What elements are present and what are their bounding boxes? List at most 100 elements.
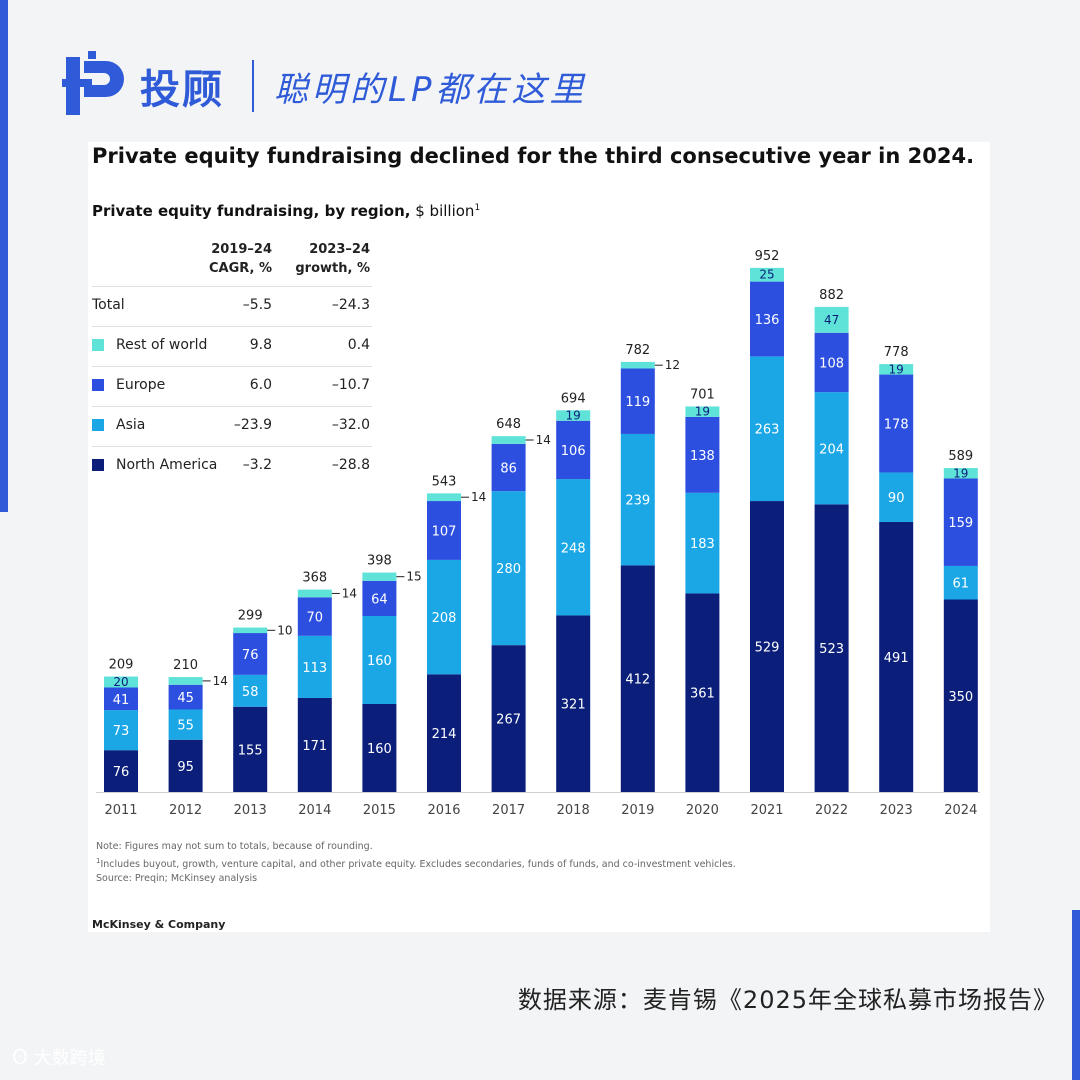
watermark-text: 大数跨境: [33, 1048, 106, 1069]
bar-total-label: 398: [367, 554, 392, 569]
bar-value-label: 73: [113, 724, 130, 739]
cagr-header: 2019–24 CAGR, %: [192, 240, 272, 278]
bar-segment: [943, 478, 978, 566]
bar-segment: [168, 684, 203, 710]
note-footnote: 1Includes buyout, growth, venture capita…: [96, 854, 736, 872]
watermark: ʘ 大数跨境: [12, 1044, 106, 1070]
bar-value-label: 239: [625, 494, 650, 509]
right-accent-bar: [1072, 910, 1080, 1080]
bar-value-label: 178: [884, 418, 909, 433]
bar-total-label: 209: [109, 658, 134, 673]
bar-segment: [620, 433, 655, 566]
bar-value-label: 14: [536, 433, 551, 447]
bar-value-label: 491: [884, 651, 909, 666]
bar-value-label: 19: [889, 362, 904, 376]
legend-swatch: [92, 339, 104, 351]
bar-value-label: 106: [561, 444, 586, 459]
bar-segment: [750, 281, 784, 357]
bar-value-label: 14: [471, 490, 486, 504]
x-tick-label: 2013: [234, 803, 267, 818]
growth-header-line2: growth, %: [295, 261, 370, 276]
bar-value-label: 214: [432, 727, 457, 742]
bar-segment: [168, 739, 203, 792]
bar-value-label: 70: [307, 611, 324, 626]
bar-segment: [556, 410, 591, 421]
bar-segment: [491, 443, 526, 492]
x-tick-label: 2024: [944, 803, 977, 818]
bar-value-label: 159: [948, 516, 973, 531]
legend-growth: 0.4: [347, 337, 370, 353]
chart-notes: Note: Figures may not sum to totals, bec…: [96, 840, 736, 886]
bar-value-label: 76: [113, 765, 130, 780]
bar-segment: [362, 580, 397, 616]
bar-value-label: 155: [238, 743, 263, 758]
bar-total-label: 543: [432, 474, 457, 489]
bar-value-label: 41: [113, 693, 130, 708]
legend-growth: –24.3: [331, 297, 370, 313]
bar-value-label: 412: [625, 673, 650, 688]
bar-segment: [104, 687, 138, 711]
bar-value-label: 76: [242, 648, 259, 663]
bar-segment: [685, 416, 720, 493]
bar-segment: [879, 521, 914, 792]
bar-segment: [750, 501, 784, 792]
bar-segment: [943, 565, 978, 600]
bar-segment: [297, 589, 332, 598]
legend-row-total: Total –5.5 –24.3: [92, 286, 372, 327]
legend-swatch: [92, 379, 104, 391]
x-tick-label: 2020: [686, 803, 719, 818]
bar-segment: [620, 361, 655, 369]
bar-value-label: 160: [367, 742, 392, 757]
note-rounding: Note: Figures may not sum to totals, bec…: [96, 841, 373, 852]
legend-row-north-america: North America –3.2 –28.8: [92, 446, 372, 487]
bar-total-label: 778: [884, 345, 909, 360]
bar-value-label: 64: [371, 592, 388, 607]
bar-value-label: 267: [496, 713, 521, 728]
bar-value-label: 119: [625, 395, 650, 410]
legend-cagr: –23.9: [233, 417, 272, 433]
bar-segment: [491, 645, 526, 792]
bar-segment: [427, 501, 461, 560]
bar-segment: [297, 597, 332, 636]
legend-swatch: [92, 419, 104, 431]
bar-segment: [879, 472, 914, 522]
bar-segment: [104, 750, 138, 792]
bar-segment: [943, 468, 978, 479]
bar-value-label: 321: [561, 698, 586, 713]
legend-swatch: [92, 459, 104, 471]
bar-segment: [814, 504, 849, 792]
bar-total-label: 299: [238, 609, 263, 624]
bar-value-label: 58: [242, 685, 259, 700]
x-tick-label: 2021: [750, 803, 783, 818]
chart-title: Private equity fundraising declined for …: [92, 144, 975, 168]
header: 投顾 聪明的LP都在这里: [62, 46, 587, 126]
bar-segment: [556, 479, 591, 616]
bar-value-label: 86: [500, 462, 517, 477]
legend-label: North America: [116, 457, 218, 473]
bar-segment: [491, 436, 526, 444]
bar-value-label: 90: [888, 491, 905, 506]
bar-value-label: 208: [432, 611, 457, 626]
x-tick-label: 2017: [492, 803, 525, 818]
x-tick-label: 2015: [363, 803, 396, 818]
legend-cagr: –3.2: [242, 457, 272, 473]
bar-total-label: 648: [496, 417, 521, 432]
bar-value-label: 171: [302, 739, 327, 754]
bar-value-label: 10: [277, 623, 292, 637]
bar-segment: [233, 706, 268, 792]
bar-value-label: 15: [406, 570, 421, 584]
bar-segment: [620, 368, 655, 434]
bar-value-label: 529: [755, 641, 780, 656]
brand-slogan: 聪明的LP都在这里: [274, 69, 588, 110]
legend-growth: –32.0: [331, 417, 370, 433]
bar-value-label: 113: [302, 661, 327, 676]
header-divider: [252, 60, 254, 112]
bar-segment: [362, 704, 397, 792]
x-tick-label: 2014: [298, 803, 331, 818]
x-tick-label: 2012: [169, 803, 202, 818]
bar-total-label: 694: [561, 391, 586, 406]
bar-total-label: 210: [173, 658, 198, 673]
bar-segment: [427, 559, 461, 675]
bar-value-label: 183: [690, 537, 715, 552]
